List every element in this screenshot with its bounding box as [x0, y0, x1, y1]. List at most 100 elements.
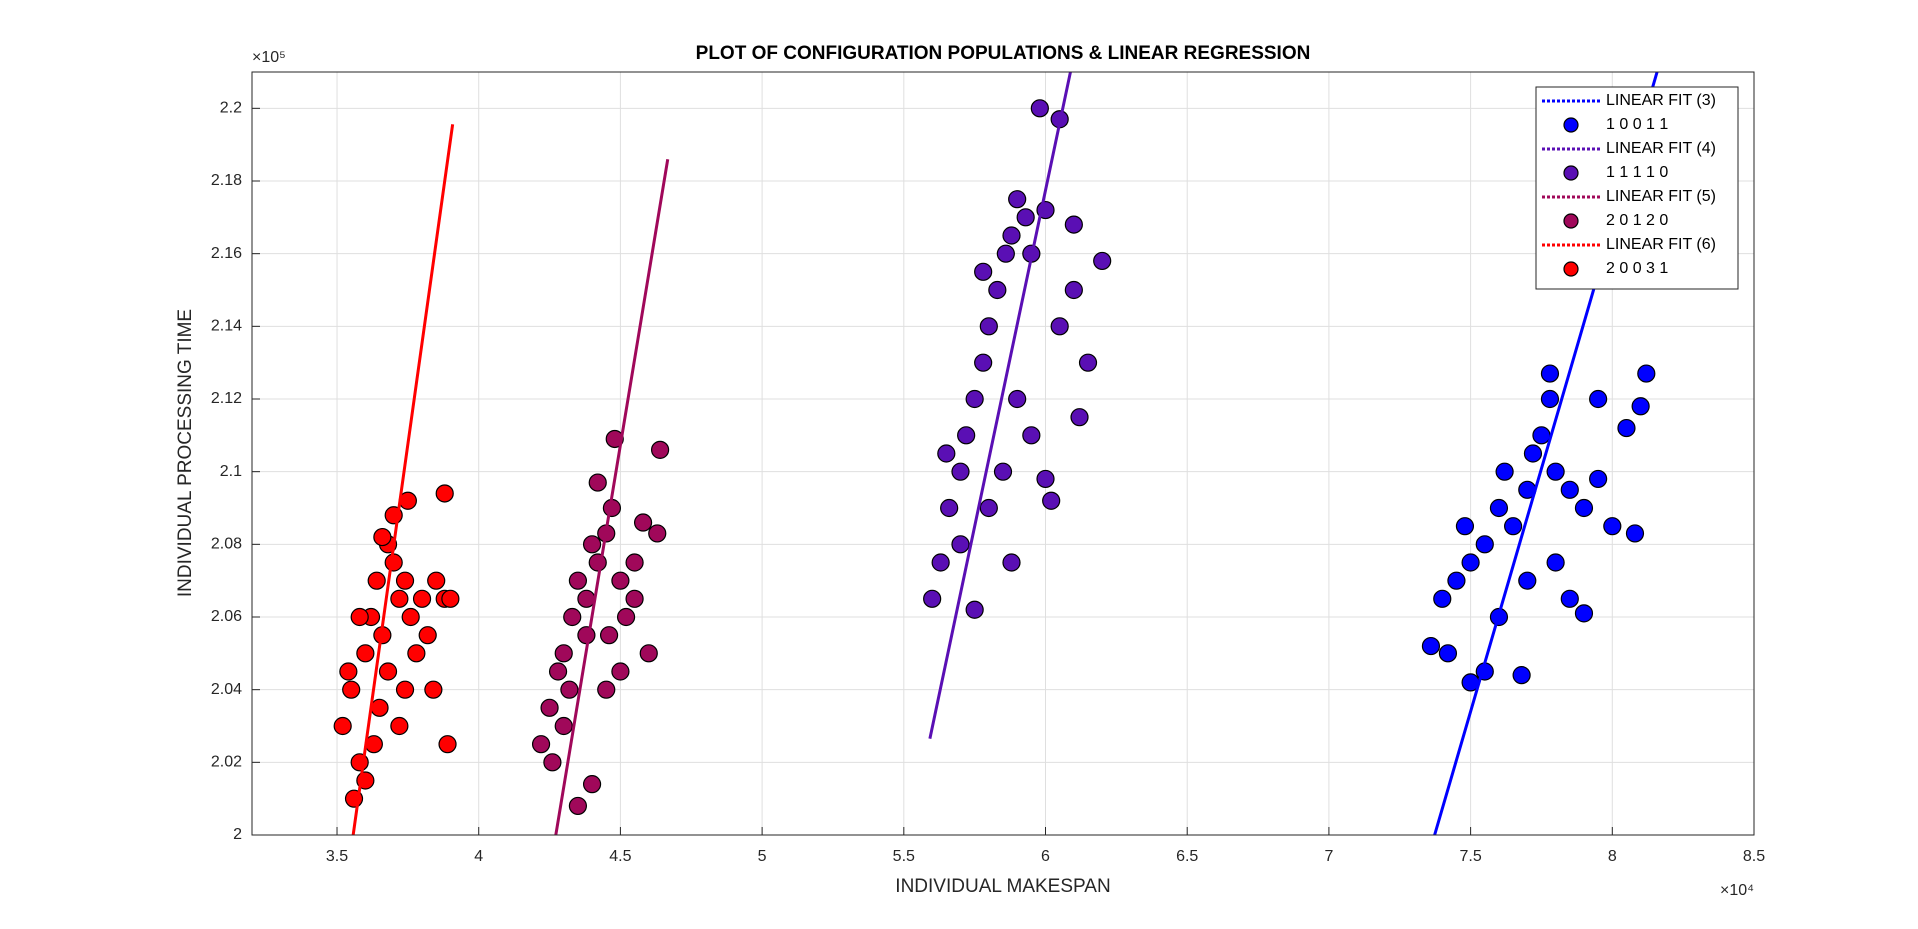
- plot-area: [333, 72, 1659, 835]
- data-point: [1546, 553, 1565, 572]
- data-point: [543, 753, 562, 772]
- data-point: [1495, 462, 1514, 481]
- x-tick-label: 8.5: [1743, 848, 1765, 865]
- data-point: [940, 498, 959, 518]
- x-tick-label: 5: [758, 848, 767, 865]
- data-point: [412, 589, 432, 608]
- data-point: [1631, 397, 1650, 416]
- data-point: [342, 680, 361, 699]
- x-tick-label: 4.5: [609, 848, 631, 865]
- fit-line: [928, 72, 1072, 740]
- y-tick-label: 2.18: [211, 172, 242, 189]
- data-point: [424, 680, 443, 699]
- data-point: [531, 735, 551, 754]
- data-point: [979, 498, 998, 518]
- legend-label: LINEAR FIT (4): [1606, 140, 1716, 157]
- data-point: [1093, 251, 1112, 271]
- data-point: [965, 600, 984, 619]
- legend-label: LINEAR FIT (6): [1606, 236, 1716, 253]
- data-point: [373, 527, 392, 547]
- data-point: [390, 716, 409, 736]
- data-point: [1589, 469, 1608, 489]
- data-point: [611, 662, 630, 681]
- data-point: [1078, 353, 1098, 372]
- data-point: [951, 462, 970, 481]
- data-point: [540, 698, 559, 717]
- y-tick-label: 2.08: [211, 536, 242, 553]
- data-point: [1574, 498, 1594, 518]
- x-exponent: ×10⁴: [1720, 882, 1754, 899]
- data-point: [418, 626, 437, 645]
- data-point: [625, 589, 644, 608]
- data-point: [1421, 636, 1441, 656]
- data-point: [390, 589, 409, 608]
- fit-line: [351, 124, 455, 835]
- x-tick-label: 6.5: [1176, 848, 1198, 865]
- data-point: [356, 644, 375, 663]
- data-point: [395, 680, 415, 699]
- data-point: [1603, 517, 1622, 536]
- data-point: [1589, 389, 1608, 409]
- data-point: [650, 440, 670, 459]
- chart-title: PLOT OF CONFIGURATION POPULATIONS & LINE…: [696, 43, 1311, 64]
- legend-label: 1 0 0 1 1: [1606, 116, 1668, 133]
- data-point: [1461, 553, 1480, 572]
- legend-label: 1 1 1 1 0: [1606, 164, 1668, 181]
- x-tick-label: 7.5: [1459, 848, 1481, 865]
- y-tick-label: 2: [233, 826, 242, 843]
- data-point: [588, 473, 607, 492]
- data-point: [1016, 208, 1035, 227]
- data-point: [1433, 589, 1452, 608]
- data-point: [1617, 418, 1636, 438]
- data-point: [931, 553, 950, 572]
- data-point: [582, 535, 602, 554]
- data-point: [611, 571, 630, 590]
- data-point: [605, 429, 624, 449]
- data-point: [435, 484, 454, 503]
- data-point: [1625, 524, 1645, 543]
- data-point: [1030, 99, 1049, 118]
- data-point: [1489, 498, 1509, 518]
- x-tick-label: 4: [474, 848, 483, 865]
- data-point: [568, 571, 588, 590]
- y-tick-label: 2.04: [211, 681, 242, 698]
- y-tick-label: 2.12: [211, 390, 242, 407]
- data-point: [923, 589, 942, 608]
- data-point: [974, 262, 993, 281]
- data-point: [427, 571, 446, 590]
- x-tick-label: 6: [1041, 848, 1050, 865]
- data-point: [1008, 190, 1027, 209]
- data-point: [588, 553, 607, 572]
- grid: 3.5 4 4.5 5 5.5 6 6.5 7 7.5 8 8.5 2 2.02 2.04 2.06 2.08…: [211, 72, 1765, 865]
- data-point: [1475, 535, 1494, 554]
- y-tick-label: 2.14: [211, 318, 242, 335]
- data-point: [1447, 571, 1466, 590]
- data-point: [1504, 517, 1523, 536]
- data-point: [384, 553, 403, 572]
- y-tick-label: 2.16: [211, 245, 242, 262]
- data-point: [648, 524, 667, 543]
- data-point: [633, 513, 653, 532]
- data-point: [582, 775, 602, 794]
- x-tick-label: 5.5: [893, 848, 915, 865]
- y-tick-label: 2.1: [220, 463, 242, 480]
- data-point: [1540, 364, 1560, 383]
- data-point: [1070, 408, 1089, 427]
- legend-label: LINEAR FIT (3): [1606, 92, 1716, 109]
- data-point: [1455, 517, 1475, 536]
- legend-marker: [1563, 213, 1579, 229]
- data-point: [350, 607, 369, 627]
- data-point: [1022, 426, 1041, 445]
- data-point: [407, 644, 426, 663]
- y-tick-label: 2.2: [220, 100, 242, 117]
- data-point: [1002, 553, 1021, 572]
- legend-label: 2 0 1 2 0: [1606, 212, 1668, 229]
- data-point: [395, 571, 415, 590]
- data-point: [339, 662, 358, 681]
- legend-marker: [1563, 117, 1579, 133]
- data-point: [401, 607, 420, 627]
- data-point: [554, 716, 573, 736]
- data-point: [1532, 426, 1551, 445]
